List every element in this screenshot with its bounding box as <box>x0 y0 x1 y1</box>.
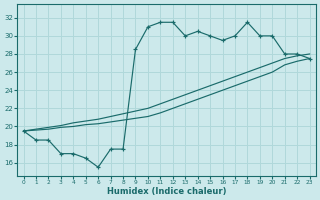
X-axis label: Humidex (Indice chaleur): Humidex (Indice chaleur) <box>107 187 226 196</box>
